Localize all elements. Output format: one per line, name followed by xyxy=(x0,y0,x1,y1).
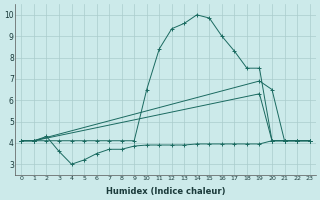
X-axis label: Humidex (Indice chaleur): Humidex (Indice chaleur) xyxy=(106,187,225,196)
